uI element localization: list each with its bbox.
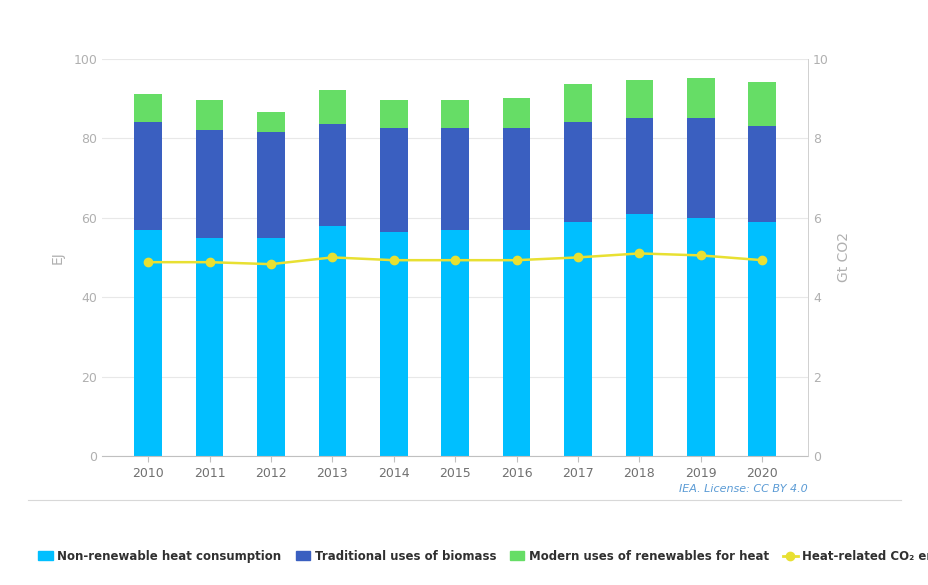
Bar: [748, 222, 775, 456]
Bar: [502, 229, 530, 456]
Bar: [625, 80, 652, 118]
Bar: [380, 232, 407, 456]
Bar: [196, 100, 223, 130]
Text: IEA. License: CC BY 4.0: IEA. License: CC BY 4.0: [678, 484, 807, 494]
Bar: [196, 238, 223, 456]
Bar: [380, 100, 407, 128]
Bar: [563, 122, 591, 222]
Bar: [502, 98, 530, 128]
Bar: [196, 130, 223, 238]
Bar: [257, 112, 285, 132]
Bar: [380, 128, 407, 232]
Bar: [318, 90, 346, 124]
Bar: [318, 226, 346, 456]
Legend: Non-renewable heat consumption, Traditional uses of biomass, Modern uses of rene: Non-renewable heat consumption, Traditio…: [33, 545, 928, 567]
Bar: [502, 128, 530, 229]
Bar: [441, 128, 469, 229]
Bar: [687, 118, 714, 218]
Bar: [748, 126, 775, 222]
Bar: [625, 214, 652, 456]
Bar: [135, 122, 161, 229]
Bar: [563, 84, 591, 122]
Bar: [135, 94, 161, 122]
Bar: [257, 132, 285, 238]
Bar: [563, 222, 591, 456]
Bar: [625, 118, 652, 214]
Bar: [257, 238, 285, 456]
Bar: [441, 100, 469, 128]
Y-axis label: Gt CO2: Gt CO2: [836, 232, 850, 283]
Bar: [135, 229, 161, 456]
Bar: [748, 82, 775, 126]
Bar: [687, 78, 714, 118]
Bar: [318, 124, 346, 226]
Y-axis label: EJ: EJ: [51, 251, 65, 264]
Bar: [687, 218, 714, 456]
Bar: [441, 229, 469, 456]
